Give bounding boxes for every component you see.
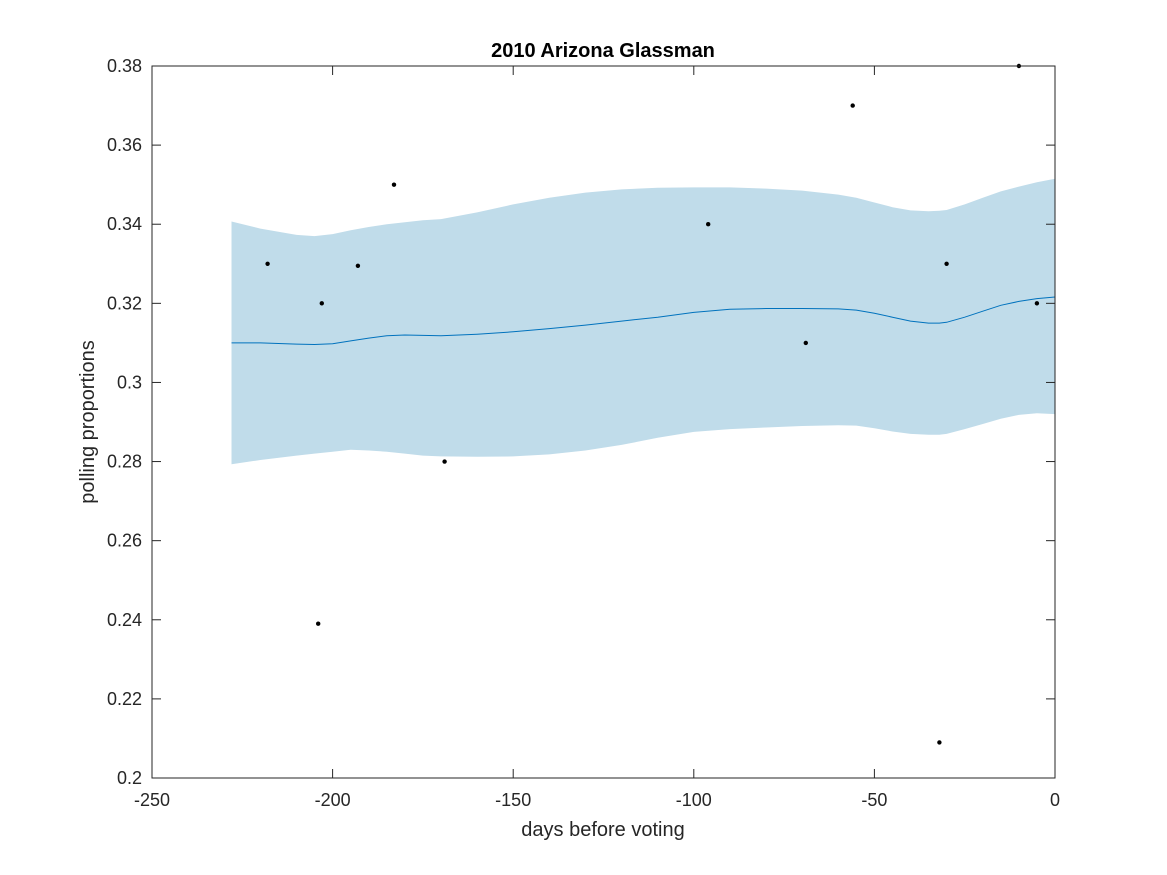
data-point xyxy=(265,261,270,266)
data-point xyxy=(944,261,949,266)
trend-line xyxy=(231,296,1056,346)
chart-title: 2010 Arizona Glassman xyxy=(491,40,715,62)
confidence-band xyxy=(231,178,1055,465)
data-point xyxy=(850,103,855,108)
data-point xyxy=(391,182,397,187)
data-point xyxy=(937,740,942,745)
y-tick-label: 0.3 xyxy=(117,372,142,392)
y-tick-label: 0.38 xyxy=(107,56,142,76)
data-point xyxy=(355,263,361,268)
axes-box xyxy=(151,65,1056,779)
x-axis-label: days before voting xyxy=(521,819,684,841)
plot-area xyxy=(231,63,1056,745)
y-tick-label: 0.28 xyxy=(107,452,142,472)
x-tick-label: -200 xyxy=(315,790,351,810)
x-tick-label: 0 xyxy=(1050,790,1060,810)
x-tick-label: -250 xyxy=(134,790,170,810)
data-point xyxy=(706,222,711,227)
y-tick-label: 0.32 xyxy=(107,293,142,313)
y-axis-label: polling proportions xyxy=(77,340,99,503)
data-point xyxy=(1034,301,1040,306)
data-point xyxy=(803,340,808,346)
y-tick-label: 0.34 xyxy=(107,214,142,234)
data-point xyxy=(316,621,321,626)
y-tick-label: 0.26 xyxy=(107,531,142,551)
x-tick-label: -50 xyxy=(861,790,887,810)
data-point xyxy=(319,301,324,306)
x-tick-label: -100 xyxy=(676,790,712,810)
x-tick-label: -150 xyxy=(495,790,531,810)
axes: -250 -200 -150 -100 -50 0 0.2 0.22 0.24 0.26 0.28 0… xyxy=(107,56,1060,810)
y-tick-label: 0.2 xyxy=(117,768,142,788)
y-tick-label: 0.22 xyxy=(107,689,142,709)
y-tick-label: 0.36 xyxy=(107,135,142,155)
data-point xyxy=(442,459,447,464)
y-tick-label: 0.24 xyxy=(107,610,142,630)
